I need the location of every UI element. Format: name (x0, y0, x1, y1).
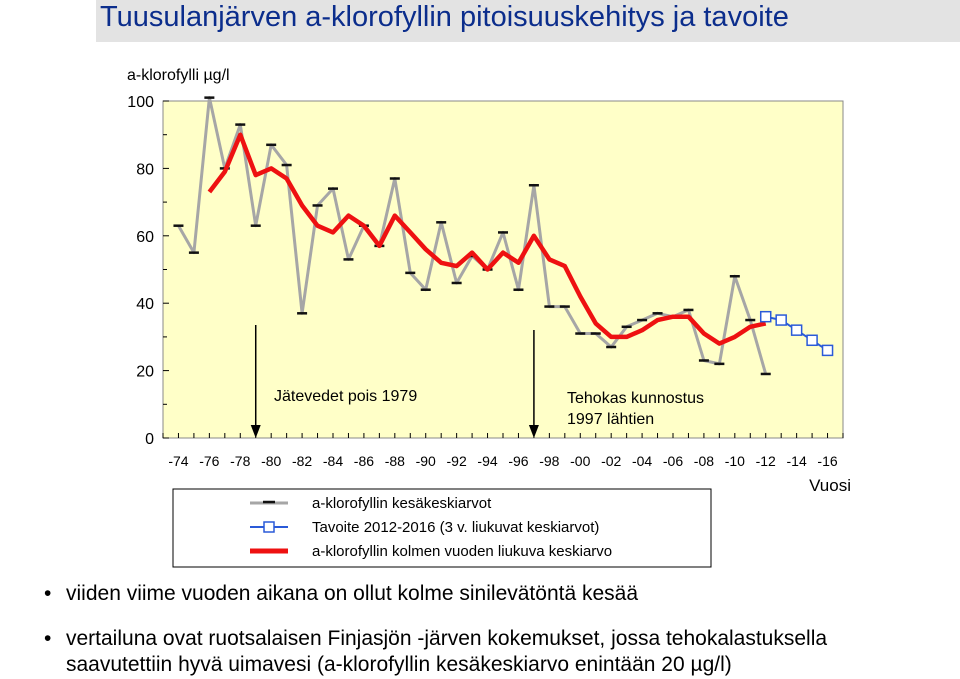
x-tick-label: -08 (694, 453, 714, 469)
x-tick-label: -74 (168, 453, 188, 469)
y-tick-label: 0 (145, 431, 154, 448)
x-tick-label: -04 (632, 453, 652, 469)
annotation-kunnostus-line1: Tehokas kunnostus (567, 390, 704, 407)
x-tick-label: -14 (787, 453, 807, 469)
x-tick-label: -84 (323, 453, 343, 469)
x-tick-label: -12 (756, 453, 776, 469)
x-tick-label: -10 (725, 453, 745, 469)
x-tick-label: -86 (354, 453, 374, 469)
plot-area (162, 100, 844, 439)
x-tick-label: -92 (447, 453, 467, 469)
x-tick-label: -88 (385, 453, 405, 469)
x-tick-label: -90 (416, 453, 436, 469)
legend-label: Tavoite 2012-2016 (3 v. liukuvat keskiar… (312, 519, 599, 536)
note-1-text: viiden viime vuoden aikana on ollut kolm… (66, 582, 639, 605)
x-axis-label: Vuosi (809, 476, 851, 495)
y-tick-label: 20 (136, 364, 154, 381)
y-tick-label: 100 (127, 94, 154, 111)
data-point-tavoite (806, 334, 818, 347)
x-tick-label: -96 (508, 453, 528, 469)
legend-marker-tavoite (263, 521, 275, 533)
x-tick-label: -02 (601, 453, 621, 469)
annotation-kunnostus-line2: 1997 lähtien (567, 411, 654, 428)
note-1: • viiden viime vuoden aikana on ollut kol… (44, 580, 638, 608)
y-tick-label: 40 (136, 296, 154, 313)
x-tick-label: -98 (539, 453, 559, 469)
x-tick-label: -00 (570, 453, 590, 469)
y-tick-label: 80 (136, 161, 154, 178)
data-point-tavoite (790, 324, 803, 336)
legend-label: a-klorofyllin kolmen vuoden liukuva kesk… (312, 543, 612, 560)
bullet-icon: • (44, 627, 52, 650)
note-3-text: saavutettiin hyvä uimavesi (a-klorofylli… (66, 653, 732, 676)
page-title: Tuusulanjärven a-klorofyllin pitoisuuske… (100, 1, 789, 33)
data-point-tavoite (775, 314, 787, 326)
x-tick-label: -16 (817, 453, 837, 469)
data-point-tavoite (821, 344, 834, 357)
title-band (96, 0, 960, 42)
x-tick-label: -06 (663, 453, 683, 469)
y-tick-label: 60 (136, 229, 154, 246)
x-tick-label: -80 (261, 453, 281, 469)
x-tick-label: -76 (199, 453, 219, 469)
bullet-icon: • (44, 582, 52, 605)
note-2: • vertailuna ovat ruotsalaisen Finjasjön … (44, 625, 827, 653)
y-axis-label: a-klorofylli µg/l (127, 67, 230, 84)
note-3: saavutettiin hyvä uimavesi (a-klorofylli… (44, 651, 732, 679)
data-point-tavoite (759, 310, 772, 323)
series-line-liukuva-keskiarvo (207, 132, 767, 346)
arrow-1997-head (528, 425, 539, 438)
x-tick-label: -78 (230, 453, 250, 469)
x-tick-label: -94 (477, 453, 497, 469)
legend-label: a-klorofyllin kesäkeskiarvot (312, 495, 492, 512)
arrow-1979-head (250, 425, 261, 438)
x-tick-label: -82 (292, 453, 312, 469)
note-2-text: vertailuna ovat ruotsalaisen Finjasjön -… (66, 627, 828, 650)
annotation-jatevedet: Jätevedet pois 1979 (274, 388, 417, 405)
